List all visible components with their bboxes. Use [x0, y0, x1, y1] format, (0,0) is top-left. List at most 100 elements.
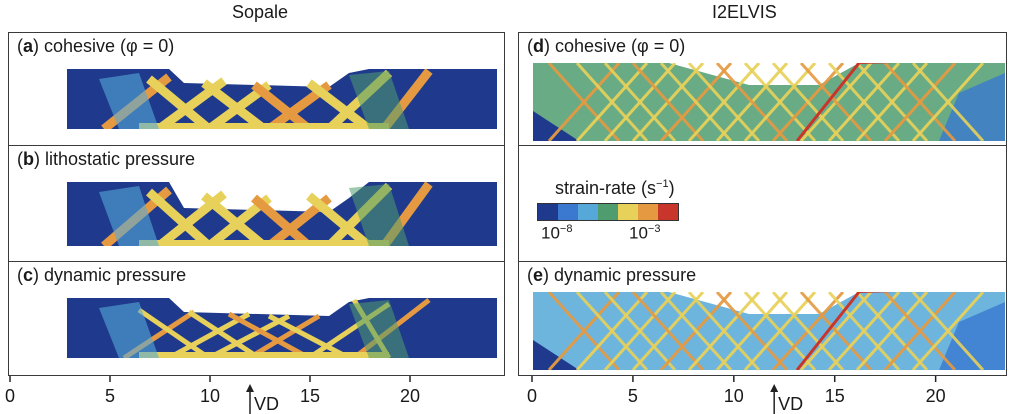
- green-zone-right: [349, 71, 409, 129]
- shear-band-7: [267, 313, 351, 358]
- major-fault-red: [795, 63, 861, 141]
- shear-line-l-3: [631, 292, 705, 370]
- shear-band-6: [251, 81, 312, 129]
- shear-line-l-3: [631, 63, 705, 141]
- shear-line-l-2: [603, 63, 677, 141]
- surface-trace-red: [859, 63, 896, 64]
- shear-line-l-9: [799, 63, 873, 141]
- colorbar-swatch-1: [558, 204, 578, 220]
- axis-tick-label-2: 10: [724, 386, 744, 406]
- vd-marker-label: VD: [778, 394, 803, 414]
- axis-tick-label-4: 20: [400, 386, 420, 406]
- shear-line-l-8: [771, 63, 845, 141]
- shear-band-6: [227, 311, 311, 358]
- shear-line-l-8: [771, 292, 845, 370]
- blue-zone-left: [99, 302, 159, 358]
- panel-e-strain-field: [533, 292, 1005, 370]
- colorbar-swatch-4: [618, 204, 638, 220]
- shear-line-l-12: [883, 292, 957, 370]
- axis-tick-label-2: 10: [200, 386, 220, 406]
- right-column-title: I2ELVIS: [712, 2, 777, 22]
- panel-e-dynamic: (e) dynamic pressure: [518, 261, 1007, 376]
- shear-line-l-12: [883, 63, 957, 141]
- axis-tick-label-4: 20: [926, 386, 946, 406]
- shear-line-l-13: [911, 63, 985, 141]
- panel-b-strain-field: [67, 182, 497, 246]
- panel-d-label: (d) cohesive (φ = 0): [527, 36, 686, 56]
- shear-line-l-4: [659, 292, 733, 370]
- shear-line-l-10: [827, 63, 901, 141]
- panel-c-strain-field: [67, 298, 497, 358]
- axis-tick-label-0: 0: [5, 386, 15, 406]
- shear-line-l-0: [547, 63, 621, 141]
- vd-marker-label: VD: [254, 394, 279, 414]
- shear-band-5: [201, 79, 267, 129]
- axis-tick-label-3: 15: [300, 386, 320, 406]
- shear-band-5: [201, 192, 267, 246]
- green-zone-right: [349, 300, 409, 358]
- blue-zone-left: [99, 186, 159, 246]
- axis-tick-label-1: 5: [628, 386, 638, 406]
- panel-b-label: (b) lithostatic pressure: [17, 149, 196, 169]
- shear-band-7: [306, 79, 372, 129]
- panel-e-label: (e) dynamic pressure: [527, 265, 697, 285]
- shear-band-6: [251, 194, 312, 246]
- panel-c-dynamic: (c) dynamic pressure: [8, 261, 505, 376]
- colorbar-swatch-3: [598, 204, 618, 220]
- panel-b-lithostatic: (b) lithostatic pressure: [8, 145, 505, 263]
- blue-corner-right: [939, 73, 1005, 141]
- vd-marker-arrowhead: [246, 384, 254, 392]
- shear-line-l-7: [743, 63, 817, 141]
- shear-band-7: [306, 192, 372, 246]
- shear-line-l-6: [715, 292, 789, 370]
- shear-line-l-1: [575, 63, 649, 141]
- strain-rate-colorbar: [537, 203, 679, 221]
- shear-line-l-2: [603, 292, 677, 370]
- colorbar-swatch-2: [578, 204, 598, 220]
- legend-title: strain-rate (s−1): [555, 178, 675, 198]
- shear-line-l-11: [855, 63, 929, 141]
- blue-corner-right: [939, 302, 1005, 370]
- blue-zone-left: [99, 73, 159, 129]
- shear-line-l-10: [827, 292, 901, 370]
- axis-tick-label-0: 0: [527, 386, 537, 406]
- shear-line-l-0: [547, 292, 621, 370]
- axis-tick-label-3: 15: [825, 386, 845, 406]
- shear-band-2: [207, 313, 291, 358]
- panel-d-strain-field: [533, 63, 1005, 141]
- shear-band-4: [145, 188, 213, 246]
- legend-tick-low: 10−8: [541, 223, 573, 243]
- shear-line-l-1: [575, 292, 649, 370]
- axis-tick-label-1: 5: [105, 386, 115, 406]
- shear-line-l-6: [715, 63, 789, 141]
- deep-corner-left: [533, 340, 579, 370]
- colorbar-swatch-6: [658, 204, 678, 220]
- vd-marker-arrowhead: [770, 384, 779, 392]
- major-fault-red: [795, 292, 861, 370]
- shear-line-l-7: [743, 292, 817, 370]
- shear-band-3: [247, 313, 321, 358]
- panel-a-cohesive: (a) cohesive (φ = 0): [8, 32, 505, 147]
- panel-d-cohesive: (d) cohesive (φ = 0): [518, 32, 1007, 147]
- shear-line-l-4: [659, 63, 733, 141]
- shear-band-1: [167, 311, 251, 358]
- shear-line-l-5: [687, 63, 761, 141]
- shear-band-5: [187, 309, 261, 358]
- shear-line-l-11: [855, 292, 929, 370]
- right-x-axis: 0 5 10 15 20 VD: [512, 376, 1012, 414]
- deep-corner-left: [533, 111, 579, 141]
- shear-band-4: [146, 75, 212, 129]
- shear-line-l-13: [911, 292, 985, 370]
- panel-c-label: (c) dynamic pressure: [17, 265, 187, 285]
- green-zone-right: [349, 184, 409, 246]
- left-column-title: Sopale: [232, 2, 289, 22]
- colorbar-swatch-0: [538, 204, 558, 220]
- legend-tick-high: 10−3: [629, 223, 661, 243]
- panel-a-strain-field: [67, 69, 497, 129]
- panel-a-label: (a) cohesive (φ = 0): [17, 36, 175, 56]
- colorbar-swatch-5: [638, 204, 658, 220]
- shear-band-4: [137, 307, 211, 358]
- left-x-axis: 0 5 10 15 20 VD: [0, 376, 505, 414]
- shear-line-l-5: [687, 292, 761, 370]
